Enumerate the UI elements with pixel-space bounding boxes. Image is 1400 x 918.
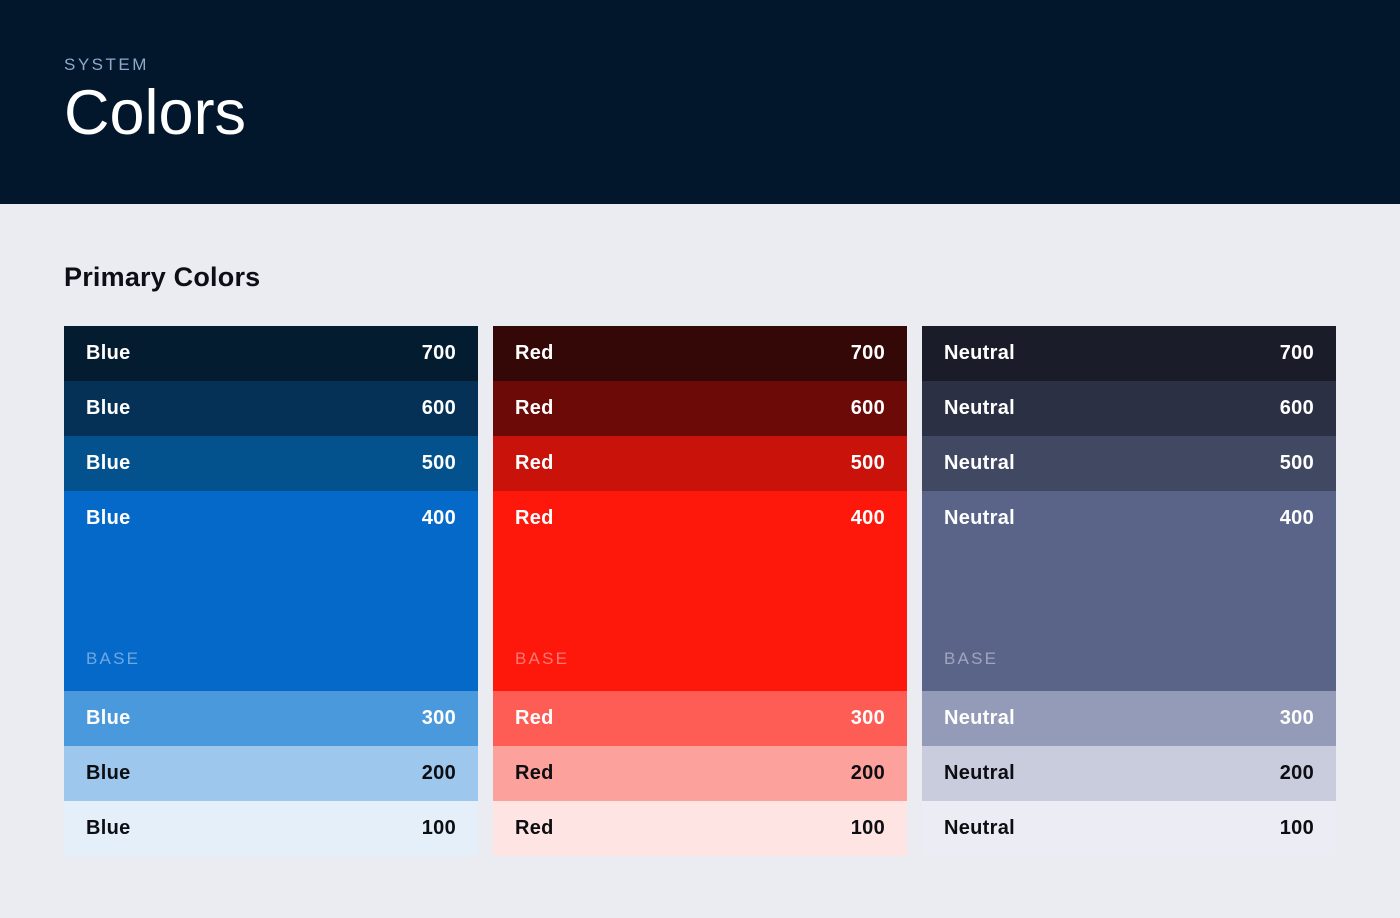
swatch-value-label: 600: [421, 396, 456, 419]
swatch-name-label: Neutral: [944, 706, 1016, 729]
palette-column-blue: Blue 700 Blue 600 Blue 500 Blue 400 BASE Blue 300 B…: [64, 325, 478, 856]
main-content: Primary Colors Blue 700 Blue 600 Blue 500 Blue…: [0, 204, 1400, 856]
swatch-name-label: Red: [515, 451, 554, 474]
swatch-head: Neutral 500: [922, 436, 1336, 491]
swatch-name-label: Red: [515, 396, 554, 419]
swatch-name-label: Neutral: [944, 761, 1016, 784]
swatch-name-label: Neutral: [944, 816, 1016, 839]
swatch-value-label: 400: [850, 506, 885, 529]
swatch-neutral-200: Neutral 200: [922, 745, 1336, 801]
swatch-value-label: 700: [1279, 341, 1314, 364]
swatch-value-label: 100: [421, 816, 456, 839]
palette-column-neutral: Neutral 700 Neutral 600 Neutral 500 Neutral 400…: [922, 325, 1336, 856]
swatch-name-label: Blue: [86, 816, 131, 839]
swatch-value-label: 300: [850, 706, 885, 729]
header-eyebrow: SYSTEM: [64, 55, 149, 74]
swatch-head: Red 400: [493, 491, 907, 546]
swatch-blue-200: Blue 200: [64, 745, 478, 801]
swatch-head: Blue 400: [64, 491, 478, 546]
swatch-head: Blue 500: [64, 436, 478, 491]
swatch-head: Red 500: [493, 436, 907, 491]
palette-column-red: Red 700 Red 600 Red 500 Red 400 BASE Red 300 Red 200…: [493, 325, 907, 856]
swatch-value-label: 100: [1279, 816, 1314, 839]
swatch-head: Blue 600: [64, 381, 478, 436]
swatch-blue-300: Blue 300: [64, 690, 478, 746]
swatch-name-label: Blue: [86, 706, 131, 729]
swatch-value-label: 300: [1279, 706, 1314, 729]
swatch-blue-500: Blue 500: [64, 435, 478, 491]
section-title: Primary Colors: [64, 262, 261, 292]
swatch-name-label: Neutral: [944, 506, 1016, 529]
swatch-head: Red 300: [493, 691, 907, 746]
swatch-value-label: 600: [850, 396, 885, 419]
swatch-name-label: Red: [515, 506, 554, 529]
swatch-head: Neutral 700: [922, 326, 1336, 381]
swatch-neutral-500: Neutral 500: [922, 435, 1336, 491]
swatch-name-label: Blue: [86, 506, 131, 529]
swatch-red-100: Red 100: [493, 800, 907, 856]
swatch-head: Neutral 600: [922, 381, 1336, 436]
swatch-blue-100: Blue 100: [64, 800, 478, 856]
swatch-head: Blue 200: [64, 746, 478, 801]
swatch-neutral-700: Neutral 700: [922, 325, 1336, 381]
swatch-head: Neutral 400: [922, 491, 1336, 546]
swatch-name-label: Blue: [86, 761, 131, 784]
swatch-name-label: Blue: [86, 341, 131, 364]
swatch-blue-400: Blue 400 BASE: [64, 490, 478, 691]
swatch-red-300: Red 300: [493, 690, 907, 746]
swatch-head: Red 600: [493, 381, 907, 436]
swatch-neutral-300: Neutral 300: [922, 690, 1336, 746]
swatch-head: Red 100: [493, 801, 907, 856]
palette-grid: Blue 700 Blue 600 Blue 500 Blue 400 BASE Blue 300 B…: [64, 325, 1336, 856]
swatch-neutral-100: Neutral 100: [922, 800, 1336, 856]
swatch-value-label: 200: [850, 761, 885, 784]
page-title: Colors: [64, 78, 247, 148]
swatch-red-500: Red 500: [493, 435, 907, 491]
swatch-head: Blue 300: [64, 691, 478, 746]
swatch-value-label: 600: [1279, 396, 1314, 419]
swatch-value-label: 500: [421, 451, 456, 474]
swatch-red-200: Red 200: [493, 745, 907, 801]
swatch-blue-700: Blue 700: [64, 325, 478, 381]
swatch-value-label: 200: [421, 761, 456, 784]
swatch-name-label: Red: [515, 341, 554, 364]
swatch-name-label: Neutral: [944, 396, 1016, 419]
swatch-red-400: Red 400 BASE: [493, 490, 907, 691]
swatch-head: Blue 100: [64, 801, 478, 856]
swatch-blue-600: Blue 600: [64, 380, 478, 436]
swatch-neutral-600: Neutral 600: [922, 380, 1336, 436]
swatch-name-label: Neutral: [944, 451, 1016, 474]
swatch-head: Neutral 100: [922, 801, 1336, 856]
swatch-value-label: 300: [421, 706, 456, 729]
swatch-value-label: 500: [850, 451, 885, 474]
swatch-value-label: 400: [1279, 506, 1314, 529]
swatch-value-label: 400: [421, 506, 456, 529]
swatch-red-700: Red 700: [493, 325, 907, 381]
swatch-head: Red 700: [493, 326, 907, 381]
swatch-head: Neutral 200: [922, 746, 1336, 801]
swatch-name-label: Blue: [86, 451, 131, 474]
swatch-name-label: Blue: [86, 396, 131, 419]
swatch-value-label: 500: [1279, 451, 1314, 474]
swatch-name-label: Red: [515, 816, 554, 839]
swatch-name-label: Red: [515, 706, 554, 729]
swatch-name-label: Red: [515, 761, 554, 784]
swatch-value-label: 100: [850, 816, 885, 839]
page-header: SYSTEM Colors: [0, 0, 1400, 204]
base-label: BASE: [86, 648, 141, 668]
base-label: BASE: [515, 648, 570, 668]
swatch-red-600: Red 600: [493, 380, 907, 436]
swatch-neutral-400: Neutral 400 BASE: [922, 490, 1336, 691]
swatch-value-label: 700: [850, 341, 885, 364]
swatch-head: Neutral 300: [922, 691, 1336, 746]
base-label: BASE: [944, 648, 999, 668]
swatch-value-label: 200: [1279, 761, 1314, 784]
swatch-head: Blue 700: [64, 326, 478, 381]
swatch-name-label: Neutral: [944, 341, 1016, 364]
swatch-head: Red 200: [493, 746, 907, 801]
swatch-value-label: 700: [421, 341, 456, 364]
